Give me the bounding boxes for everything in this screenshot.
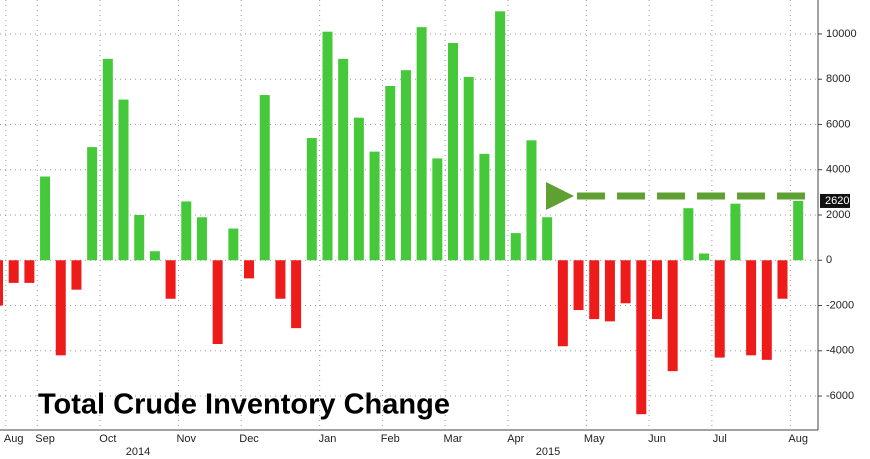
chart-title: Total Crude Inventory Change (38, 389, 450, 421)
x-tick-label: May (584, 433, 605, 445)
bar (291, 260, 302, 329)
x-tick-label: Dec (239, 433, 259, 445)
bar (8, 260, 19, 283)
bar (134, 215, 145, 261)
bar (730, 203, 741, 261)
bar (0, 260, 3, 306)
x-tick-label: Aug (788, 433, 808, 445)
year-label: 2015 (536, 446, 560, 458)
x-tick-label: Oct (99, 433, 116, 445)
x-tick-label: Feb (381, 433, 400, 445)
x-tick-label: Jan (319, 433, 337, 445)
bar (479, 153, 490, 261)
bar (40, 176, 51, 261)
bar (620, 260, 631, 304)
bar (196, 217, 207, 261)
bar (463, 76, 474, 261)
bar (24, 260, 35, 283)
bar (448, 43, 459, 261)
bar (683, 208, 694, 261)
bar (306, 138, 317, 261)
year-label: 2014 (126, 446, 150, 458)
bar (71, 260, 82, 290)
bar (746, 260, 757, 356)
y-tick-label: 0 (826, 254, 832, 266)
bar (385, 86, 396, 261)
bar (400, 70, 411, 261)
bar (275, 260, 286, 299)
bar (510, 233, 521, 261)
x-tick-label: Nov (176, 433, 196, 445)
bar (212, 260, 223, 344)
bar (416, 27, 427, 261)
bar (636, 260, 647, 415)
x-tick-label: Sep (35, 433, 55, 445)
bar (432, 158, 443, 261)
bar (87, 147, 98, 261)
y-tick-label: -6000 (826, 390, 854, 402)
bar (557, 260, 568, 347)
bar (165, 260, 176, 299)
y-tick-label: 8000 (826, 73, 850, 85)
bar (714, 260, 725, 358)
bar (149, 251, 160, 261)
y-tick-label: 10000 (826, 28, 857, 40)
bar (369, 151, 380, 261)
x-tick-label: Jun (648, 433, 666, 445)
bar (589, 260, 600, 320)
bar (651, 260, 662, 320)
bar (526, 140, 537, 261)
value-tag (820, 193, 850, 208)
bar (322, 31, 333, 261)
bar (495, 11, 506, 261)
bar (102, 58, 113, 261)
bar (667, 260, 678, 372)
bar (573, 260, 584, 311)
bar (181, 201, 192, 261)
bar (55, 260, 66, 356)
y-tick-label: -2000 (826, 299, 854, 311)
bar (259, 95, 270, 261)
bar (777, 260, 788, 299)
x-tick-label: Jul (713, 433, 727, 445)
bar (338, 58, 349, 261)
x-tick-label: Aug (4, 433, 24, 445)
bar (699, 253, 710, 261)
bar (118, 99, 129, 261)
bar (542, 217, 553, 261)
x-tick-label: Mar (444, 433, 463, 445)
bar (604, 260, 615, 322)
bars (0, 11, 804, 415)
bar (353, 117, 364, 261)
y-tick-label: -4000 (826, 345, 854, 357)
y-tick-label: 2000 (826, 209, 850, 221)
y-tick-label: 6000 (826, 118, 850, 130)
bar (228, 228, 239, 261)
bar (761, 260, 772, 360)
bar (793, 200, 804, 261)
bar (244, 260, 255, 279)
x-tick-label: Apr (507, 433, 524, 445)
grid (0, 0, 818, 430)
y-tick-label: 4000 (826, 164, 850, 176)
value-label: 2620 (825, 195, 849, 207)
